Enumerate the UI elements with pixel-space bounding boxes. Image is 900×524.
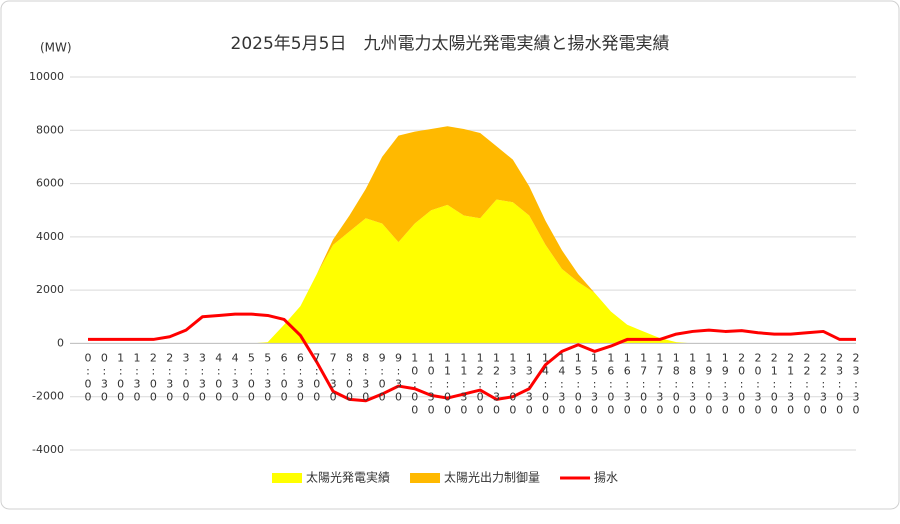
x-tick-label: 2:30 [163,351,176,403]
legend-label: 太陽光発電実績 [306,470,390,485]
x-tick-label: 1:30 [131,351,144,403]
x-tick-label: 15:30 [588,351,601,416]
x-tick-label: 18:00 [670,351,683,416]
y-tick-label: -2000 [32,390,64,403]
x-tick-label: 7:00 [310,351,323,403]
y-tick-label: 10000 [29,70,64,83]
x-tick-label: 14:00 [539,351,552,416]
x-tick-label: 23:30 [850,351,863,416]
x-tick-label: 22:30 [817,351,830,416]
x-tick-label: 8:00 [343,351,356,403]
x-tick-label: 19:30 [719,351,732,416]
x-tick-label: 0:30 [98,351,111,403]
x-tick-label: 8:30 [359,351,372,403]
x-tick-label: 6:00 [278,351,291,403]
x-tick-label: 6:30 [294,351,307,403]
x-tick-label: 9:30 [392,351,405,403]
x-tick-label: 21:00 [768,351,781,416]
y-tick-label: -4000 [32,443,64,456]
x-tick-label: 12:30 [490,351,503,416]
x-tick-label: 12:00 [474,351,487,416]
x-tick-label: 4:00 [212,351,225,403]
x-tick-label: 1:00 [114,351,127,403]
x-tick-label: 14:30 [555,351,568,416]
x-tick-label: 10:30 [425,351,438,416]
y-tick-label: 2000 [36,283,64,296]
x-tick-label: 19:00 [702,351,715,416]
y-axis-label: (MW) [40,41,72,55]
y-tick-label: 0 [57,336,64,349]
x-tick-label: 16:00 [604,351,617,416]
x-tick-label: 11:00 [441,351,454,416]
x-tick-label: 16:30 [621,351,634,416]
x-tick-label: 17:00 [637,351,650,416]
x-tick-label: 5:30 [261,351,274,403]
y-tick-label: 8000 [36,123,64,136]
x-tick-label: 20:30 [751,351,764,416]
area [88,199,856,344]
x-tick-label: 3:30 [196,351,209,403]
y-tick-label: 6000 [36,177,64,190]
x-tick-label: 2:00 [147,351,160,403]
x-tick-label: 20:00 [735,351,748,416]
x-tick-label: 13:00 [506,351,519,416]
x-tick-label: 3:00 [180,351,193,403]
chart-title: 2025年5月5日 九州電力太陽光発電実績と揚水発電実績 [231,34,670,54]
x-tick-label: 4:30 [229,351,242,403]
x-tick-label: 23:00 [833,351,846,416]
x-tick-label: 9:00 [376,351,389,403]
x-tick-label: 18:30 [686,351,699,416]
x-tick-label: 21:30 [784,351,797,416]
x-tick-label: 11:30 [457,351,470,416]
x-tick-label: 22:00 [800,351,813,416]
x-tick-label: 7:30 [327,351,340,403]
y-tick-label: 4000 [36,230,64,243]
legend-label: 太陽光出力制御量 [444,470,540,485]
x-tick-label: 13:30 [523,351,536,416]
legend-label: 揚水 [594,471,618,485]
x-tick-label: 10:00 [408,351,421,416]
x-tick-label: 5:00 [245,351,258,403]
x-tick-label: 17:30 [653,351,666,416]
legend-swatch [410,473,441,483]
area [88,126,856,344]
line [88,312,856,403]
x-tick-label: 0:00 [82,351,95,403]
x-tick-label: 15:00 [572,351,585,416]
legend-swatch [272,473,302,483]
